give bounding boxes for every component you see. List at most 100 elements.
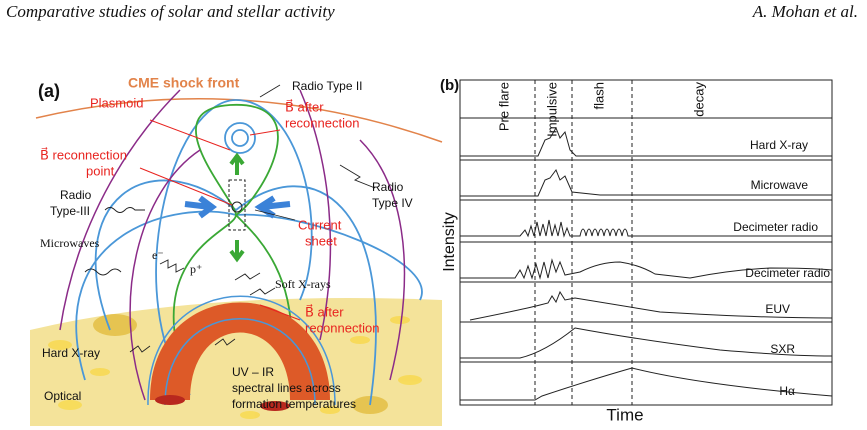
shape-circle	[231, 201, 243, 213]
panel-label: (a)	[38, 81, 60, 101]
label: Type-III	[50, 204, 90, 218]
label: Hard X-ray	[42, 346, 100, 360]
y-label: Intensity	[441, 212, 458, 272]
label: point	[86, 163, 115, 178]
shape-ellipse	[48, 340, 72, 350]
label: Plasmoid	[90, 95, 143, 110]
shape-ellipse	[390, 316, 410, 324]
shape-path	[104, 207, 145, 213]
shape-circle	[224, 122, 256, 154]
panel-a: (a) CME shock front Radio Type II Plasmo…	[30, 75, 443, 426]
shape-path	[339, 164, 376, 189]
row-label: Microwave	[751, 178, 809, 192]
label: reconnection	[285, 115, 359, 130]
shape-path	[214, 338, 236, 346]
shape-g	[59, 89, 406, 401]
shape-path	[460, 327, 833, 359]
row-label: Decimeter radio	[733, 220, 818, 234]
label: Soft X-rays	[275, 277, 331, 291]
shape-path	[299, 89, 332, 341]
shape-path	[460, 258, 833, 280]
shape-path	[147, 295, 336, 406]
shape-ellipse	[58, 400, 82, 410]
row-label: EUV	[765, 302, 790, 316]
header-title: Comparative studies of solar and stellar…	[6, 2, 335, 21]
shape-path	[139, 167, 233, 206]
label: reconnection	[305, 320, 379, 335]
label: e⁻	[152, 248, 164, 262]
shape-path	[460, 168, 832, 197]
shape-ellipse	[240, 411, 260, 419]
shape-circle	[231, 129, 249, 147]
shape-path	[249, 129, 281, 136]
shape-path	[229, 152, 245, 263]
shape-path	[59, 89, 181, 331]
label: Current	[298, 217, 342, 232]
label: p⁺	[190, 262, 202, 276]
panel-b-text: (b) Pre flare Impulsive flash decay Inte…	[440, 77, 830, 425]
label: spectral lines across	[232, 381, 341, 395]
shape-ellipse	[90, 368, 110, 376]
shape-path	[469, 290, 833, 321]
shape-path	[460, 117, 832, 363]
shape-ellipse	[93, 314, 137, 336]
shape-path	[129, 345, 151, 353]
label: formation temperatures	[232, 397, 356, 411]
shape-path	[259, 304, 301, 321]
row-label: Hα	[779, 384, 795, 398]
shape-rect	[228, 179, 246, 231]
shape-ellipse	[320, 406, 340, 414]
label: Optical	[44, 389, 81, 403]
phase-label: Pre flare	[496, 82, 511, 131]
shape-path	[235, 213, 423, 301]
shape-path	[172, 104, 293, 361]
label: B⃗ reconnection	[40, 147, 127, 162]
shape-path	[460, 367, 833, 401]
label: Microwaves	[40, 236, 100, 250]
shape-path	[155, 99, 313, 396]
shape-path	[234, 272, 261, 281]
panel-label: (b)	[440, 77, 459, 94]
panel-b	[459, 79, 833, 406]
shape-path	[164, 318, 316, 406]
shape-g	[48, 316, 422, 419]
shape-path	[184, 195, 291, 219]
shape-path	[460, 219, 832, 238]
shape-path	[249, 287, 276, 296]
shape-ellipse	[398, 375, 422, 385]
row-label: Decimeter radio	[745, 266, 830, 280]
shape-path	[150, 302, 330, 400]
shape-path	[460, 126, 832, 157]
label: UV – IR	[232, 365, 274, 379]
shape-path	[129, 149, 201, 401]
shape-g	[84, 84, 376, 353]
x-label: Time	[606, 405, 643, 424]
label: B⃗ after	[285, 99, 324, 114]
shape-path	[159, 259, 185, 273]
label: B⃗ after	[305, 304, 344, 319]
shape-path	[149, 119, 231, 151]
cme-label: CME shock front	[128, 75, 240, 91]
shape-ellipse	[155, 395, 185, 405]
phase-label: Impulsive	[544, 82, 559, 137]
row-label: Hard X-ray	[750, 138, 808, 152]
shape-ellipse	[260, 401, 290, 411]
label: Radio	[60, 188, 92, 202]
phase-label: flash	[591, 82, 606, 109]
shape-g	[147, 295, 336, 406]
shape-path	[254, 209, 296, 221]
shape-ellipse	[350, 336, 370, 344]
shape-path	[359, 139, 406, 381]
row-label: SXR	[770, 342, 795, 356]
shape-path	[94, 179, 377, 406]
phase-label: decay	[691, 82, 706, 117]
label: Type IV	[372, 196, 413, 210]
header-authors: A. Mohan et al.	[752, 2, 858, 21]
label: Radio Type II	[292, 79, 363, 93]
shape-path	[534, 80, 633, 405]
shape-g	[172, 104, 293, 361]
shape-path	[84, 268, 122, 276]
shape-path	[259, 84, 281, 98]
label: sheet	[305, 233, 337, 248]
